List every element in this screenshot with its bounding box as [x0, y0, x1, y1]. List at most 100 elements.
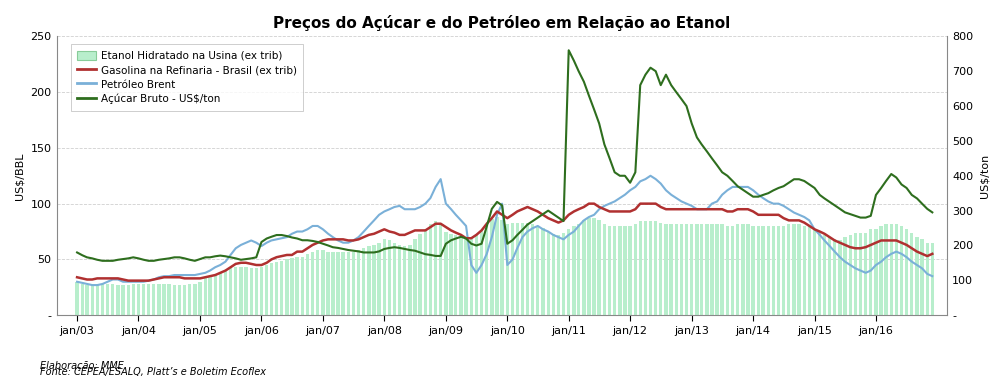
Bar	[438, 224, 442, 315]
Bar	[515, 222, 519, 315]
Bar	[239, 267, 243, 315]
Bar	[443, 231, 447, 315]
Bar	[817, 231, 820, 315]
Bar	[146, 284, 150, 315]
Bar	[546, 231, 550, 315]
Bar	[116, 285, 119, 315]
Bar	[791, 224, 795, 315]
Bar	[188, 284, 192, 315]
Bar	[126, 285, 129, 315]
Bar	[341, 251, 344, 315]
Bar	[766, 226, 769, 315]
Bar	[536, 226, 539, 315]
Bar	[489, 219, 493, 315]
Bar	[229, 268, 232, 315]
Bar	[633, 224, 636, 315]
Bar	[105, 284, 109, 315]
Bar	[607, 226, 611, 315]
Bar	[346, 251, 350, 315]
Bar	[367, 246, 370, 315]
Bar	[372, 245, 375, 315]
Bar	[587, 218, 590, 315]
Bar	[760, 226, 764, 315]
Bar	[208, 276, 212, 315]
Bar	[889, 224, 892, 315]
Bar	[464, 239, 467, 315]
Bar	[899, 226, 903, 315]
Bar	[735, 224, 738, 315]
Bar	[499, 221, 504, 315]
Bar	[806, 226, 810, 315]
Bar	[260, 267, 263, 315]
Bar	[331, 251, 334, 315]
Bar	[402, 246, 406, 315]
Bar	[479, 230, 482, 315]
Bar	[531, 224, 534, 315]
Bar	[541, 228, 544, 315]
Bar	[843, 237, 846, 315]
Bar	[694, 224, 698, 315]
Bar	[356, 250, 360, 315]
Bar	[864, 233, 867, 315]
Bar	[853, 233, 857, 315]
Bar	[75, 282, 78, 315]
Bar	[408, 245, 411, 315]
Bar	[280, 261, 283, 315]
Bar	[930, 243, 933, 315]
Bar	[776, 226, 779, 315]
Bar	[715, 224, 718, 315]
Bar	[428, 224, 431, 315]
Bar	[756, 226, 759, 315]
Bar	[484, 224, 488, 315]
Bar	[745, 224, 749, 315]
Bar	[234, 267, 237, 315]
Bar	[740, 224, 744, 315]
Bar	[623, 226, 626, 315]
Bar	[418, 234, 421, 315]
Bar	[572, 226, 575, 315]
Bar	[567, 229, 570, 315]
Bar	[204, 278, 207, 315]
Bar	[157, 284, 160, 315]
Bar	[494, 217, 498, 315]
Bar	[453, 235, 457, 315]
Bar	[597, 221, 600, 315]
Bar	[526, 222, 529, 315]
Bar	[397, 245, 401, 315]
Bar	[562, 233, 565, 315]
Bar	[592, 218, 595, 315]
Bar	[178, 285, 181, 315]
Bar	[214, 275, 217, 315]
Bar	[285, 259, 288, 315]
Bar	[869, 229, 872, 315]
Bar	[699, 224, 703, 315]
Bar	[679, 224, 682, 315]
Bar	[684, 224, 687, 315]
Bar	[255, 268, 258, 315]
Bar	[730, 226, 733, 315]
Bar	[796, 224, 800, 315]
Bar	[336, 251, 339, 315]
Bar	[306, 254, 309, 315]
Bar	[362, 248, 365, 315]
Bar	[704, 224, 708, 315]
Bar	[925, 243, 928, 315]
Bar	[474, 235, 477, 315]
Bar	[664, 224, 667, 315]
Bar	[300, 257, 304, 315]
Bar	[511, 222, 514, 315]
Bar	[750, 226, 754, 315]
Bar	[879, 226, 882, 315]
Bar	[173, 285, 176, 315]
Bar	[786, 224, 789, 315]
Bar	[920, 239, 923, 315]
Bar	[822, 235, 825, 315]
Bar	[669, 224, 672, 315]
Y-axis label: US$/ton: US$/ton	[978, 154, 988, 198]
Bar	[709, 224, 713, 315]
Bar	[658, 222, 662, 315]
Bar	[674, 224, 677, 315]
Y-axis label: US$/BBL: US$/BBL	[15, 152, 25, 199]
Bar	[141, 284, 145, 315]
Bar	[506, 224, 509, 315]
